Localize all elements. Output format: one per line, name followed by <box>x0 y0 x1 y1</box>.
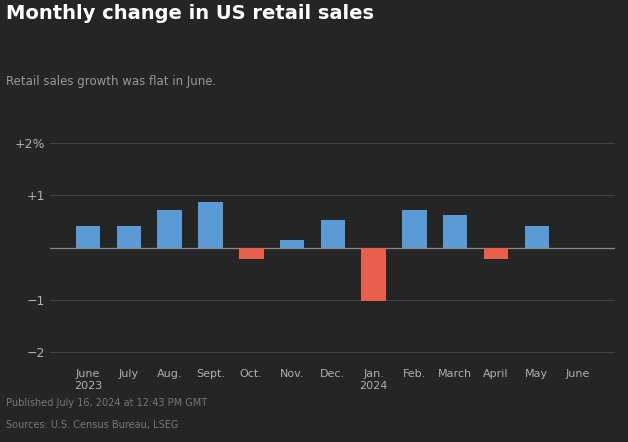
Bar <box>239 248 264 259</box>
Bar <box>402 210 426 248</box>
Text: Monthly change in US retail sales: Monthly change in US retail sales <box>6 4 374 23</box>
Bar <box>280 240 305 248</box>
Text: Sources: U.S. Census Bureau, LSEG: Sources: U.S. Census Bureau, LSEG <box>6 420 178 430</box>
Bar <box>321 221 345 248</box>
Bar <box>524 225 549 248</box>
Bar <box>361 248 386 301</box>
Bar <box>158 210 182 248</box>
Text: Published July 16, 2024 at 12:43 PM GMT: Published July 16, 2024 at 12:43 PM GMT <box>6 398 207 408</box>
Bar <box>76 225 100 248</box>
Text: Retail sales growth was flat in June.: Retail sales growth was flat in June. <box>6 75 217 88</box>
Bar <box>117 225 141 248</box>
Bar <box>198 202 223 248</box>
Bar <box>443 215 467 248</box>
Bar <box>484 248 508 259</box>
